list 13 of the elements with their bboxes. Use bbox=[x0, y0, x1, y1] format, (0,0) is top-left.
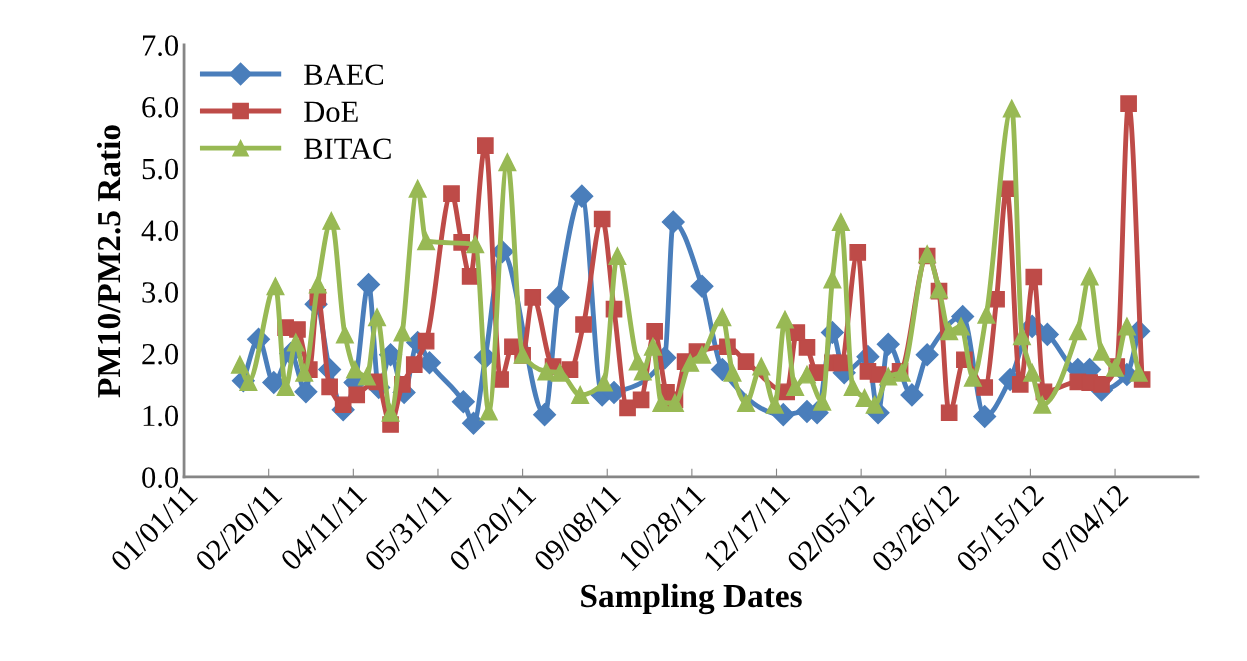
y-tick-label: 4.0 bbox=[141, 220, 179, 242]
y-tick-label: 1.0 bbox=[143, 405, 179, 427]
y-tick-label: 5.0 bbox=[142, 158, 179, 180]
y-tick-label: 7.0 bbox=[143, 35, 179, 56]
y-tick-label: 6.0 bbox=[142, 96, 179, 118]
x-axis-title: Sampling Dates bbox=[581, 583, 802, 615]
y-tick-label: 3.0 bbox=[142, 282, 179, 303]
legend-label: BAEC bbox=[304, 64, 384, 85]
y-axis-title: PM10/PM2.5 Ratio bbox=[96, 125, 121, 398]
legend-label: DoE bbox=[304, 101, 358, 123]
y-tick-label: 0.0 bbox=[142, 467, 179, 489]
legend-label: BITAC bbox=[304, 138, 391, 160]
y-tick-label: 2.0 bbox=[142, 343, 179, 365]
